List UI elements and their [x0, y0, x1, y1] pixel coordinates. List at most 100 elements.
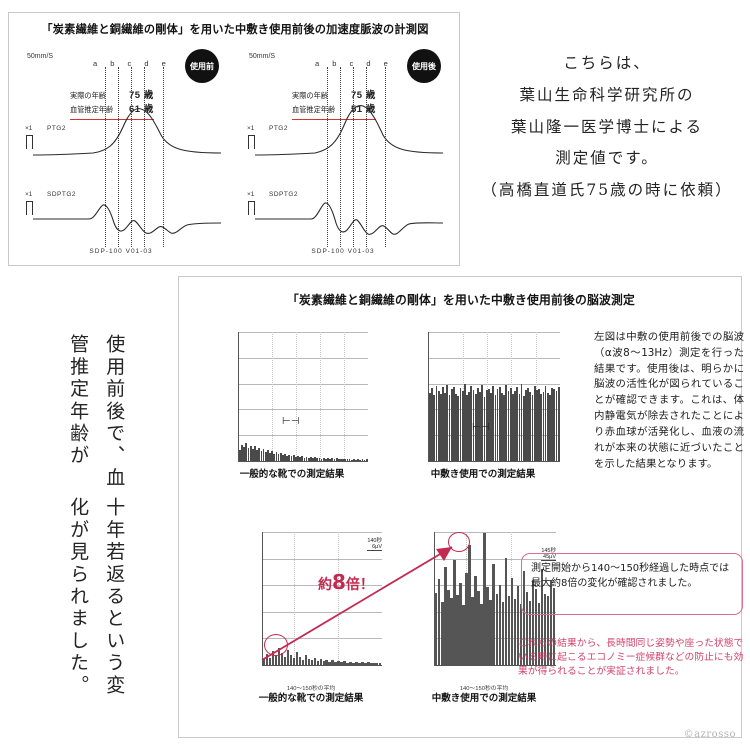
bar — [357, 459, 359, 461]
bar — [355, 661, 358, 665]
bar — [373, 662, 376, 665]
bar — [519, 604, 523, 665]
bar — [361, 459, 364, 461]
bar — [318, 457, 321, 461]
bar — [549, 395, 551, 461]
bar — [367, 662, 370, 665]
bar — [279, 453, 282, 461]
bar — [350, 459, 353, 461]
bar — [522, 571, 526, 665]
bar — [494, 394, 497, 461]
bar — [546, 596, 550, 665]
bar — [468, 391, 471, 461]
bar — [551, 387, 554, 461]
bar — [486, 587, 489, 665]
bar — [340, 662, 343, 665]
bar — [352, 662, 355, 665]
vertical-note-line-2: 十年若返るという変化が見られました。 — [67, 496, 126, 697]
actual-age-value: 75 歳 — [351, 90, 376, 101]
quote-line-1: こちらは、 — [563, 54, 651, 72]
bar — [520, 384, 523, 461]
bar — [348, 458, 351, 461]
bar — [241, 445, 243, 461]
bar — [433, 394, 436, 461]
bar — [313, 657, 316, 665]
apg-chart-after: 50mm/S a b c d e 使用後 実際の年齢 75 歳 血管推定年齢 5… — [237, 47, 449, 259]
peak-annotation: 145秒 45µV — [541, 546, 556, 561]
bar — [510, 577, 514, 665]
bar — [459, 387, 462, 461]
bar — [479, 392, 481, 461]
bar — [310, 660, 314, 665]
bar — [471, 596, 474, 665]
bar — [298, 657, 302, 665]
scale-label: 50mm/S — [27, 53, 54, 60]
actual-age-value: 75 歳 — [129, 90, 154, 101]
bar — [505, 384, 508, 461]
actual-age-row: 実際の年齢 75 歳 — [292, 89, 376, 103]
bar — [507, 391, 510, 461]
bar — [260, 450, 263, 461]
gridline-v — [296, 332, 298, 461]
estimated-age-value: 51 歳 — [351, 104, 376, 116]
vertical-note-line-1: 使用前後で、血管推定年齢が — [67, 334, 126, 490]
apg-chart-before: 50mm/S a b c d e 使用前 実際の年齢 75 歳 血管推定年齢 6… — [15, 47, 227, 259]
bar — [531, 394, 534, 461]
bar — [275, 452, 278, 461]
bar — [335, 458, 338, 461]
bar — [533, 386, 536, 461]
magnification-suffix: 倍！ — [345, 577, 374, 593]
bar — [273, 453, 276, 461]
marker-line-a — [105, 67, 106, 247]
apg-waveform-after — [254, 105, 444, 235]
bar — [437, 391, 440, 461]
actual-age-label: 実際の年齢 — [70, 91, 106, 100]
bar — [337, 459, 340, 461]
bar — [538, 388, 540, 461]
gridline-h — [263, 558, 382, 560]
gridline-h — [435, 558, 556, 560]
bar — [303, 457, 306, 461]
bar — [251, 448, 254, 461]
bar — [525, 591, 529, 665]
age-readout-after: 実際の年齢 75 歳 血管推定年齢 51 歳 — [292, 89, 376, 120]
bar — [358, 663, 361, 665]
bar — [344, 458, 347, 461]
watermark: ©azrosso — [683, 729, 736, 740]
gridline-h — [435, 585, 556, 587]
bar — [490, 392, 492, 461]
bar — [462, 605, 465, 665]
bar — [459, 582, 462, 665]
estimated-age-label: 血管推定年齢 — [70, 105, 114, 115]
measurement-callout-box: 測定開始から140〜150秒経過した時点では最大約8倍の変化が確認されました。 — [521, 553, 743, 615]
bar — [370, 663, 373, 665]
channel-label-ptg: PTG2 — [269, 125, 288, 132]
apg-panel-title: 「炭素繊維と銅繊維の剛体」を用いた中敷き使用前後の加速度脈波の計測図 — [41, 23, 429, 36]
gridline-v — [337, 532, 339, 665]
gridline-h — [263, 532, 382, 533]
bar — [331, 660, 334, 665]
bar — [337, 660, 340, 665]
magnification-prefix: 約 — [318, 577, 332, 593]
bar — [277, 454, 280, 461]
bar — [483, 396, 486, 461]
bar — [328, 661, 331, 665]
bar — [333, 459, 336, 461]
annotation-time: 140秒 — [367, 538, 382, 544]
bar — [239, 449, 241, 461]
channel-label-sdptg: SDPTG2 — [269, 191, 299, 198]
badge-after: 使用後 — [407, 49, 441, 83]
estimated-age-label: 血管推定年齢 — [292, 105, 336, 115]
bar — [465, 572, 468, 665]
bar — [477, 388, 479, 461]
gridline-h — [239, 435, 368, 437]
source-attribution: こちらは、 葉山生命科学研究所の 葉山隆一医学博士による 測定値です。 （高橋直… — [468, 48, 746, 207]
bar — [546, 393, 549, 461]
bar — [329, 458, 332, 461]
calibration-pulse-ptg — [248, 135, 255, 149]
channel-label-sdptg: SDPTG2 — [47, 191, 77, 198]
quote-line-3: 葉山隆一医学博士による — [510, 117, 704, 136]
bar — [474, 575, 477, 665]
bar — [448, 395, 451, 461]
bar — [485, 390, 488, 461]
